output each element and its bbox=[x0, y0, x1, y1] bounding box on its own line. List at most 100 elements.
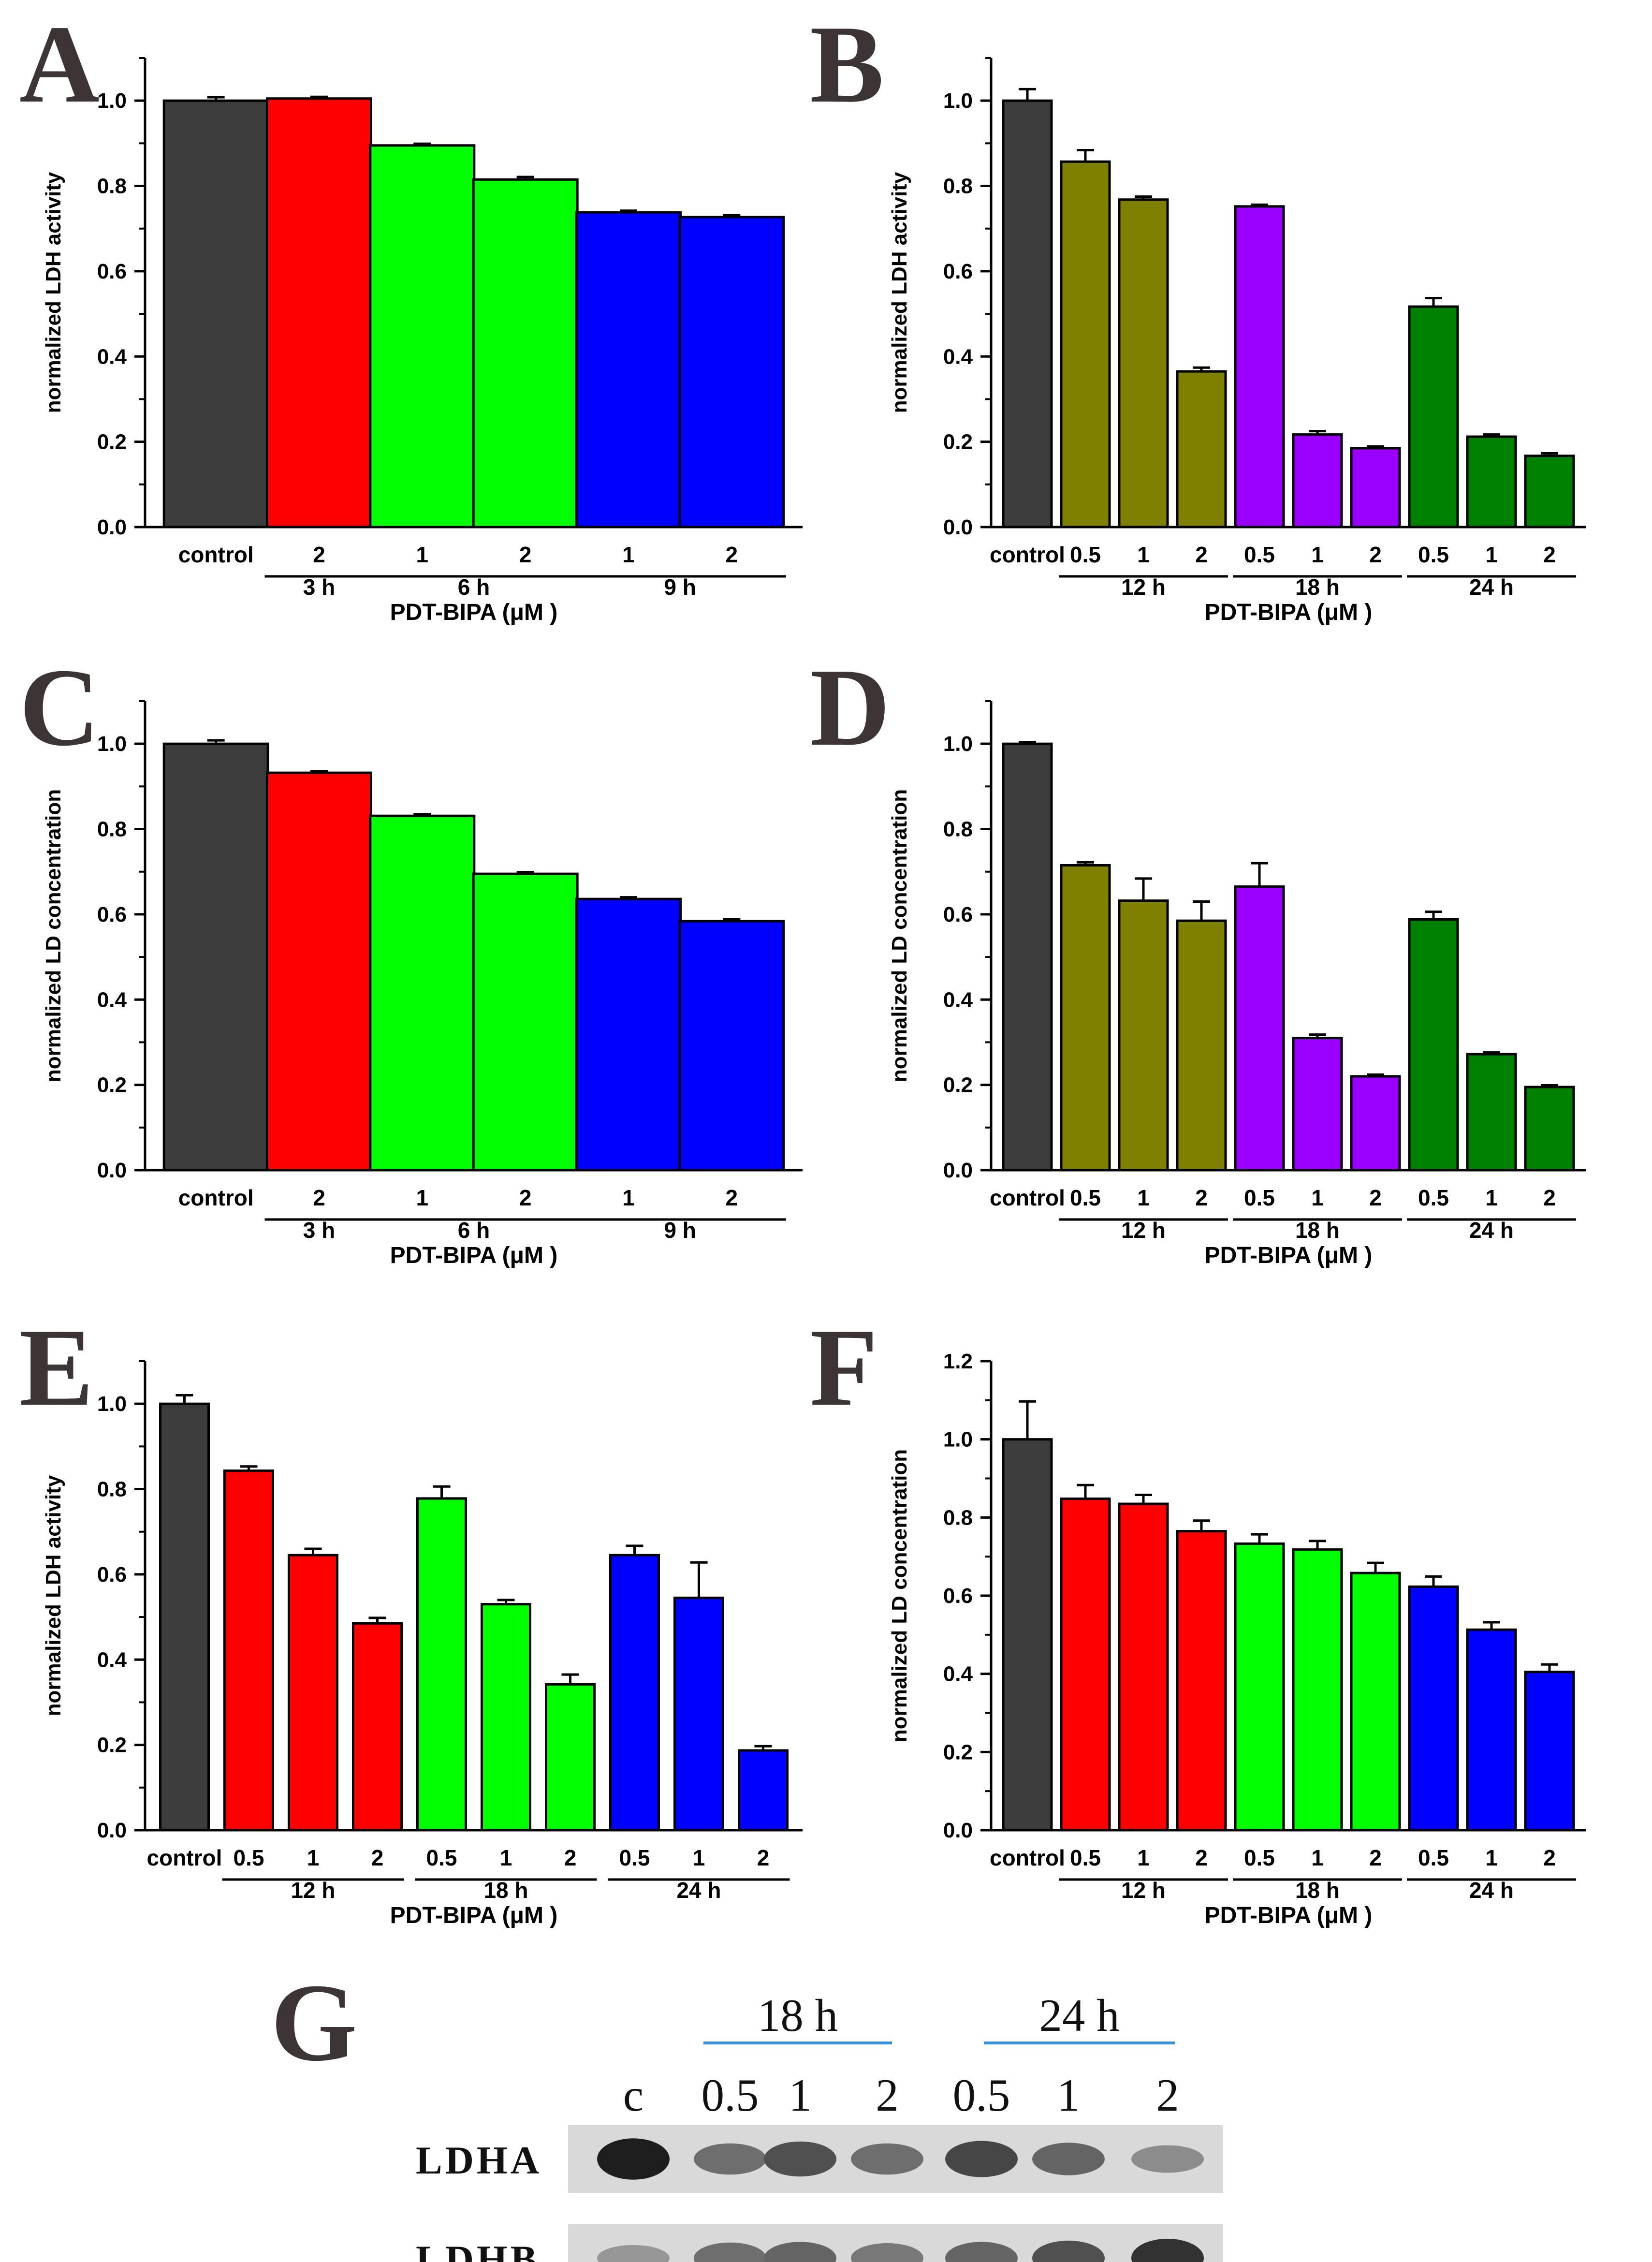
x-tick-label: 0.5 bbox=[1070, 1845, 1101, 1870]
bar bbox=[1002, 99, 1053, 529]
x-tick-label: control bbox=[990, 542, 1065, 567]
bar bbox=[1234, 885, 1285, 1172]
group-time-label: 18 h bbox=[1295, 1878, 1340, 1903]
group-time-label: 6 h bbox=[458, 1218, 490, 1243]
y-tick-label: 0.8 bbox=[943, 818, 973, 841]
blot-row-label: LDHA bbox=[416, 2138, 542, 2182]
x-tick-label: control bbox=[990, 1185, 1065, 1210]
x-tick-label: 1 bbox=[622, 1185, 635, 1210]
blot-band bbox=[1131, 2238, 1204, 2262]
blot-band bbox=[1032, 2240, 1105, 2262]
x-tick-label: 1 bbox=[500, 1845, 512, 1870]
blot-band bbox=[1131, 2145, 1204, 2173]
y-tick-label: 0.2 bbox=[97, 1073, 127, 1097]
blot-band bbox=[764, 2242, 836, 2262]
x-axis-label: PDT-BIPA (μM ) bbox=[1205, 1243, 1373, 1268]
y-tick-label: 0.4 bbox=[97, 345, 127, 368]
bar bbox=[288, 1554, 338, 1832]
group-time-label: 18 h bbox=[1295, 1218, 1340, 1243]
bar bbox=[266, 97, 372, 529]
y-tick-label: 0.0 bbox=[943, 515, 973, 539]
group-time-label: 3 h bbox=[303, 1218, 335, 1243]
time-label: 18 h bbox=[758, 1990, 838, 2041]
x-tick-label: 2 bbox=[519, 542, 532, 567]
y-tick-label: 0.2 bbox=[97, 430, 127, 454]
blot-row-label: LDHB bbox=[416, 2237, 540, 2262]
lane-label: 1 bbox=[1057, 2070, 1080, 2121]
bar bbox=[1292, 1548, 1343, 1832]
y-tick-label: 0.2 bbox=[943, 1740, 973, 1764]
bar bbox=[1524, 455, 1575, 529]
blot-band bbox=[945, 2242, 1018, 2262]
x-tick-label: 1 bbox=[1311, 542, 1324, 567]
bar bbox=[1176, 370, 1227, 529]
x-tick-label: 0.5 bbox=[619, 1845, 650, 1870]
x-tick-label: 1 bbox=[1485, 1185, 1498, 1210]
bar bbox=[1524, 1671, 1575, 1832]
y-tick-label: 0.0 bbox=[97, 515, 127, 539]
bar bbox=[369, 144, 476, 529]
bar bbox=[545, 1683, 596, 1832]
y-tick-label: 0.8 bbox=[97, 175, 127, 198]
bar bbox=[352, 1622, 403, 1832]
bar bbox=[1118, 198, 1169, 529]
x-tick-label: 0.5 bbox=[1418, 1185, 1449, 1210]
bar bbox=[1350, 1572, 1401, 1832]
lane-label: 2 bbox=[1156, 2070, 1179, 2121]
bar bbox=[1060, 160, 1111, 529]
y-tick-label: 0.4 bbox=[943, 345, 973, 368]
x-tick-label: 2 bbox=[313, 1185, 325, 1210]
lane-label: 2 bbox=[876, 2070, 899, 2121]
blot-band bbox=[694, 2242, 766, 2262]
bar bbox=[1408, 918, 1459, 1172]
bar bbox=[575, 897, 682, 1172]
lane-label: 0.5 bbox=[702, 2070, 759, 2121]
x-tick-label: 2 bbox=[1369, 1845, 1382, 1870]
y-tick-label: 0.8 bbox=[97, 1478, 127, 1501]
panel-letter: A bbox=[19, 2, 100, 126]
blot-band bbox=[764, 2141, 836, 2177]
y-axis-label: normalized LD concentration bbox=[888, 789, 911, 1082]
blot-band bbox=[597, 2138, 670, 2180]
y-tick-label: 0.2 bbox=[943, 430, 973, 454]
y-tick-label: 0.6 bbox=[97, 903, 127, 926]
x-tick-label: 2 bbox=[313, 542, 325, 567]
x-tick-label: 2 bbox=[1369, 542, 1382, 567]
group-time-label: 24 h bbox=[1469, 574, 1514, 600]
y-tick-label: 1.0 bbox=[943, 89, 973, 113]
y-tick-label: 0.8 bbox=[943, 175, 973, 198]
bar bbox=[1060, 1498, 1111, 1832]
bar bbox=[678, 216, 785, 529]
y-tick-label: 1.2 bbox=[943, 1350, 973, 1373]
x-tick-label: control bbox=[178, 1185, 254, 1210]
x-tick-label: 0.5 bbox=[234, 1845, 264, 1870]
y-tick-label: 0.6 bbox=[943, 903, 973, 926]
group-time-label: 9 h bbox=[664, 574, 696, 600]
bar bbox=[1002, 1438, 1053, 1832]
x-axis-label: PDT-BIPA (μM ) bbox=[390, 1243, 558, 1268]
lane-label: 0.5 bbox=[953, 2070, 1010, 2121]
x-axis-label: PDT-BIPA (μM ) bbox=[1205, 1903, 1373, 1928]
bar bbox=[162, 742, 269, 1172]
y-tick-label: 0.0 bbox=[943, 1159, 973, 1182]
bar bbox=[1350, 1075, 1401, 1172]
y-tick-label: 0.8 bbox=[943, 1506, 973, 1529]
x-tick-label: 1 bbox=[416, 1185, 429, 1210]
bar bbox=[159, 1402, 210, 1832]
bar bbox=[1466, 1053, 1517, 1172]
blot-band bbox=[597, 2245, 670, 2262]
y-axis-label: normalized LDH activity bbox=[42, 1475, 65, 1716]
bar bbox=[416, 1497, 467, 1832]
x-tick-label: 2 bbox=[1369, 1185, 1382, 1210]
group-time-label: 24 h bbox=[1469, 1218, 1514, 1243]
y-tick-label: 0.4 bbox=[943, 1662, 973, 1686]
x-tick-label: 2 bbox=[1195, 1845, 1208, 1870]
x-tick-label: 1 bbox=[1485, 542, 1498, 567]
y-tick-label: 1.0 bbox=[97, 1392, 127, 1416]
x-tick-label: 1 bbox=[1137, 1185, 1150, 1210]
group-time-label: 24 h bbox=[1469, 1878, 1514, 1903]
x-tick-label: 2 bbox=[1543, 542, 1556, 567]
